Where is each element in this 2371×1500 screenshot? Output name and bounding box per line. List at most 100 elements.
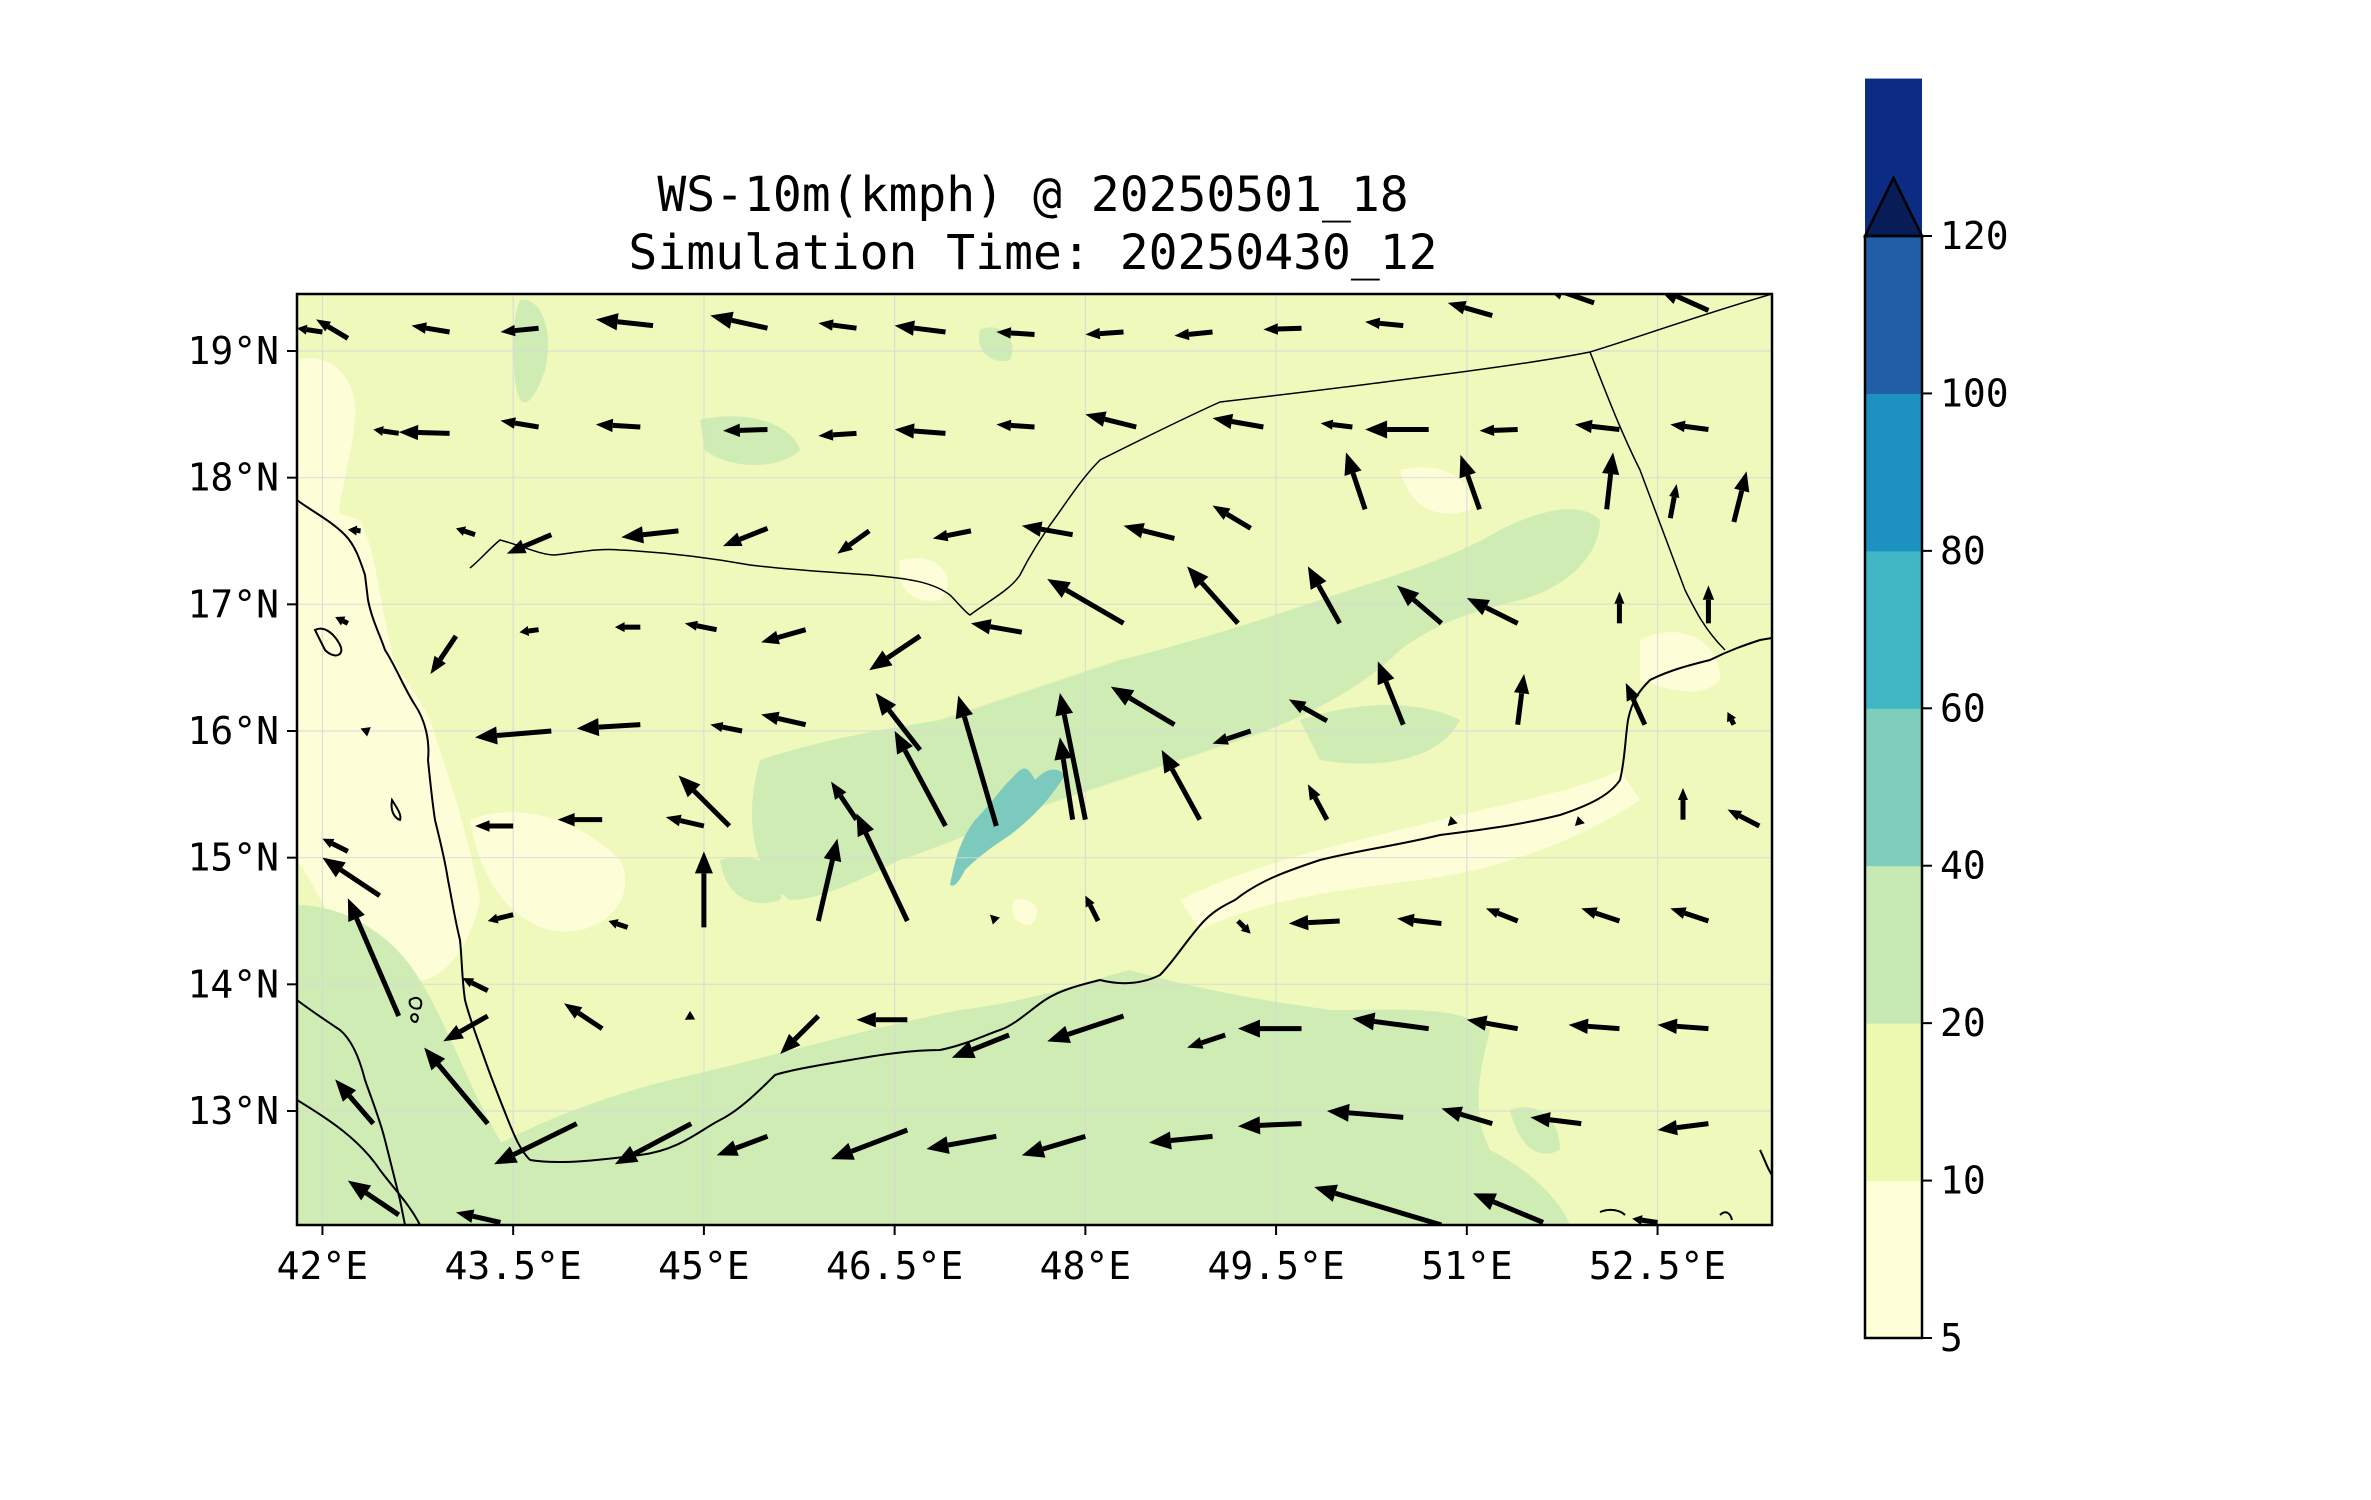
wind-arrow [1212, 505, 1252, 531]
wind-arrow [837, 528, 871, 554]
wind-arrow [1212, 728, 1252, 745]
wind-arrow [1237, 1116, 1302, 1135]
x-tick-label: 46.5°E [826, 1244, 963, 1288]
wind-arrow [710, 722, 743, 734]
wind-arrow [564, 1003, 604, 1031]
x-tick-label: 43.5°E [445, 1244, 582, 1288]
wind-arrow [487, 912, 514, 924]
wind-arrow [443, 1013, 489, 1042]
wind-arrow [1047, 1013, 1125, 1043]
wind-arrow [494, 1121, 578, 1165]
wind-arrow [678, 775, 732, 828]
wind-arrow [1670, 907, 1710, 924]
wind-arrow [684, 620, 718, 633]
wind-arrow [1574, 816, 1585, 826]
colorbar-segment [1865, 236, 1922, 394]
wind-arrow [1344, 452, 1368, 511]
y-tick-label: 17°N [187, 582, 279, 626]
colorbar-tick-label: 20 [1940, 1001, 1986, 1045]
map-subtitle: Simulation Time: 20250430_12 [628, 225, 1438, 281]
y-axis: 19°N 18°N 17°N 16°N 15°N 14°N 13°N [187, 329, 297, 1133]
wind-arrow [621, 526, 679, 544]
wind-arrow [970, 619, 1023, 635]
wind-arrow [608, 919, 629, 930]
wind-arrow [694, 851, 713, 928]
wind-arrow [1396, 585, 1444, 626]
wind-arrow [1237, 1019, 1302, 1038]
wind-arrow [347, 1180, 401, 1217]
wind-arrow [856, 813, 910, 923]
coastline [297, 499, 1772, 1225]
wind-arrow [500, 324, 539, 337]
wind-arrow [1574, 419, 1620, 434]
wind-arrow [1085, 895, 1101, 923]
wind-arrow [360, 727, 371, 737]
colorbar-segment [1865, 865, 1922, 1024]
y-tick-label: 15°N [187, 836, 279, 880]
wind-arrow [1161, 750, 1202, 821]
wind-arrow [1702, 585, 1715, 624]
wind-arrow [1326, 1103, 1404, 1122]
wind-arrow [614, 622, 641, 633]
wind-arrow [1459, 454, 1482, 511]
wind-arrow [519, 626, 539, 636]
wind-arrow [455, 1209, 502, 1225]
wind-arrow [894, 423, 946, 439]
colorbar-tick-label: 80 [1940, 529, 1986, 573]
calm-wind-patches [297, 358, 1720, 982]
strong-wind-patch [950, 768, 1065, 886]
wind-arrow [1677, 788, 1688, 820]
wind-arrow [506, 532, 553, 554]
wind-arrow [1055, 693, 1088, 821]
wind-arrow [989, 914, 1000, 925]
wind-arrow [1473, 1193, 1545, 1225]
wind-arrow [322, 857, 382, 898]
wind-arrow [831, 1127, 909, 1160]
wind-arrow [595, 418, 641, 433]
wind-arrow [996, 419, 1035, 432]
wind-arrow [1148, 1131, 1213, 1150]
wind-arrow [1657, 1119, 1709, 1136]
wind-arrow [761, 627, 807, 645]
wind-arrow [1021, 1133, 1087, 1158]
y-tick-label: 13°N [187, 1089, 279, 1133]
wind-arrow [1320, 419, 1353, 430]
map-frame [295, 292, 1774, 1227]
wind-arrow [455, 526, 476, 538]
wind-arrow [1485, 908, 1519, 924]
wind-arrow [875, 693, 923, 752]
wind-arrow [462, 978, 489, 993]
wind-arrow [1263, 323, 1302, 335]
wind-arrow [557, 812, 603, 827]
wind-arrow [500, 417, 540, 430]
wind-arrow [1731, 471, 1750, 523]
colorbar-frame [1863, 234, 1924, 1340]
wind-arrow [1447, 816, 1458, 826]
wind-arrow [710, 311, 769, 331]
wind-arrow [815, 838, 842, 922]
wind-arrow [665, 814, 705, 829]
map-panel [295, 292, 1774, 1227]
wind-arrow [398, 424, 450, 441]
wind-arrow [1466, 598, 1519, 626]
wind-arrow [1625, 682, 1648, 726]
colorbar-tick-label: 5 [1940, 1316, 1963, 1360]
wind-arrow [1307, 784, 1330, 821]
colorbar-tick-label: 120 [1940, 214, 2009, 258]
colorbar: 5 10 20 40 60 80 100 120 [1862, 78, 2009, 1360]
colorbar-tick-label: 60 [1940, 686, 1986, 730]
wind-arrow [1441, 1106, 1493, 1127]
wind-arrow [780, 1014, 821, 1054]
wind-arrow [1174, 328, 1213, 341]
wind-arrow [1288, 699, 1329, 724]
wind-arrow [1314, 1184, 1443, 1225]
wind-arrow [894, 731, 948, 828]
wind-arrow [1553, 294, 1595, 306]
wind-arrow [576, 718, 641, 737]
colorbar-segment [1865, 1023, 1922, 1182]
colorbar-segment [1865, 1180, 1922, 1339]
wind-arrow [932, 528, 972, 542]
colorbar-segment [1865, 550, 1922, 709]
x-tick-label: 48°E [1040, 1244, 1132, 1288]
wind-arrow [951, 1032, 1010, 1059]
